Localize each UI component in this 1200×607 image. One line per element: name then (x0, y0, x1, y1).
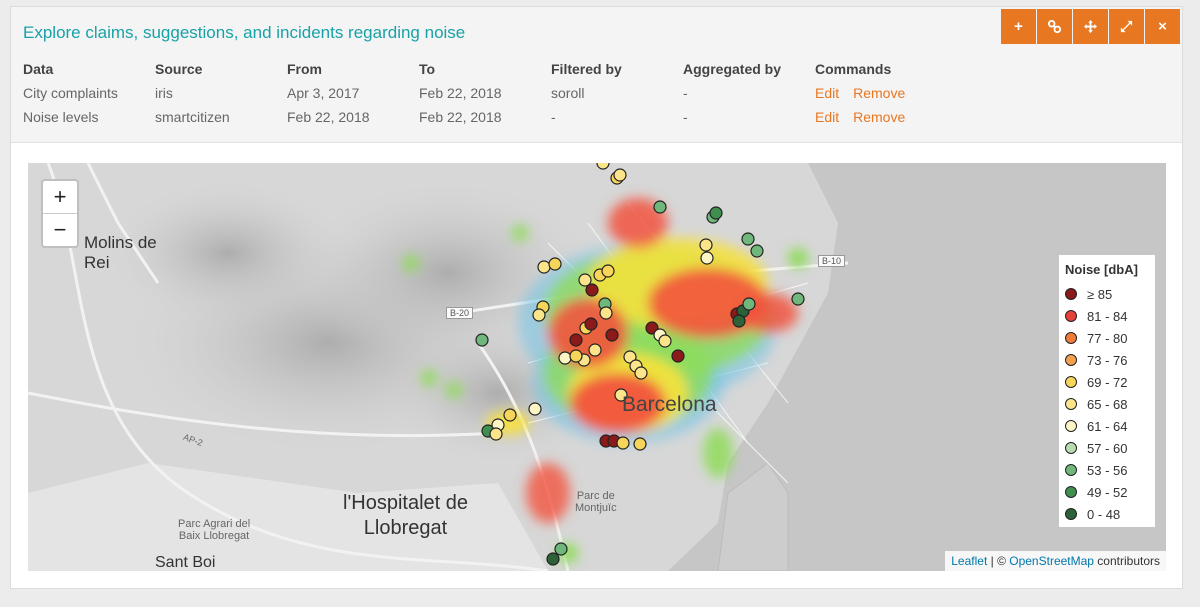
expand-icon (1120, 20, 1133, 33)
panel-toolbar: + × (1001, 9, 1180, 44)
place-label-montjuic: Parc de Montjuïc (575, 490, 617, 514)
legend-label: 53 - 56 (1087, 462, 1128, 478)
close-button[interactable]: × (1145, 9, 1180, 44)
header-aggregated-by: Aggregated by (683, 61, 782, 77)
cell-source: iris (155, 85, 173, 101)
attribution-suffix: contributors (1093, 554, 1160, 568)
move-icon (1083, 19, 1098, 34)
legend-item: 81 - 84 (1065, 305, 1149, 327)
close-icon: × (1158, 18, 1167, 35)
legend-item: 65 - 68 (1065, 393, 1149, 415)
road-shield-b20: B-20 (446, 307, 474, 319)
legend-label: ≥ 85 (1087, 286, 1113, 302)
legend-item: 73 - 76 (1065, 349, 1149, 371)
legend-swatch (1065, 508, 1077, 520)
cell-commands: Edit Remove (815, 105, 947, 129)
legend-swatch (1065, 464, 1077, 476)
legend-item: 49 - 52 (1065, 481, 1149, 503)
legend-swatch (1065, 310, 1077, 322)
add-button[interactable]: + (1001, 9, 1036, 44)
legend-swatch (1065, 354, 1077, 366)
legend-title: Noise [dbA] (1065, 262, 1138, 277)
noise-map[interactable]: + − Molins de Rei l'Hospitalet de Llobre… (28, 163, 1166, 571)
noise-panel: Explore claims, suggestions, and inciden… (10, 6, 1183, 589)
place-label-molins: Molins de Rei (84, 233, 157, 272)
header-source: Source (155, 61, 203, 77)
zoom-control: + − (41, 179, 79, 248)
osm-link[interactable]: OpenStreetMap (1009, 554, 1094, 568)
cell-data: City complaints (23, 85, 118, 101)
cell-filtered-by: soroll (551, 85, 585, 101)
map-basemap (28, 163, 1166, 571)
legend-swatch (1065, 486, 1077, 498)
zoom-in-button[interactable]: + (43, 181, 77, 214)
remove-link[interactable]: Remove (853, 85, 906, 101)
header-data: Data (23, 61, 54, 77)
cell-data: Noise levels (23, 109, 99, 125)
noise-legend: Noise [dbA] ≥ 85 81 - 84 77 - 80 73 - 76 69 … (1059, 255, 1155, 527)
cell-commands: Edit Remove (815, 81, 947, 105)
cell-filtered-by: - (551, 109, 556, 125)
legend-label: 61 - 64 (1087, 418, 1128, 434)
road-shield-b10: B-10 (818, 255, 846, 267)
cell-source: smartcitizen (155, 109, 230, 125)
header-filtered-by: Filtered by (551, 61, 622, 77)
legend-label: 81 - 84 (1087, 308, 1128, 324)
edit-link[interactable]: Edit (815, 109, 840, 125)
legend-item: 69 - 72 (1065, 371, 1149, 393)
place-label-parc-agrari: Parc Agrari del Baix Llobregat (178, 518, 251, 542)
cell-from: Feb 22, 2018 (287, 109, 370, 125)
legend-swatch (1065, 288, 1077, 300)
legend-label: 57 - 60 (1087, 440, 1128, 456)
legend-label: 77 - 80 (1087, 330, 1128, 346)
header-from: From (287, 61, 322, 77)
cell-aggregated-by: - (683, 109, 688, 125)
legend-item: 0 - 48 (1065, 503, 1149, 525)
legend-item: 77 - 80 (1065, 327, 1149, 349)
expand-button[interactable] (1109, 9, 1144, 44)
legend-item: 53 - 56 (1065, 459, 1149, 481)
legend-swatch (1065, 376, 1077, 388)
legend-item: 61 - 64 (1065, 415, 1149, 437)
legend-swatch (1065, 420, 1077, 432)
legend-swatch (1065, 442, 1077, 454)
panel-header: Explore claims, suggestions, and inciden… (11, 7, 1182, 143)
plus-icon: + (1014, 18, 1023, 35)
link-button[interactable] (1037, 9, 1072, 44)
place-label-barcelona: Barcelona (622, 393, 717, 416)
zoom-out-button[interactable]: − (53, 217, 67, 242)
port (717, 462, 789, 571)
legend-label: 0 - 48 (1087, 506, 1121, 522)
panel-title: Explore claims, suggestions, and inciden… (23, 23, 466, 42)
table-row: City complaints iris Apr 3, 2017 Feb 22,… (23, 81, 947, 105)
link-icon (1047, 19, 1062, 34)
place-label-hospitalet: l'Hospitalet de Llobregat (343, 492, 468, 539)
table-header-row: Data Source From To Filtered by Aggregat… (23, 57, 947, 81)
legend-label: 69 - 72 (1087, 374, 1128, 390)
noise-markers (475, 163, 805, 566)
table-row: Noise levels smartcitizen Feb 22, 2018 F… (23, 105, 947, 129)
legend-swatch (1065, 398, 1077, 410)
header-to: To (419, 61, 436, 77)
header-commands: Commands (815, 61, 892, 77)
remove-link[interactable]: Remove (853, 109, 906, 125)
legend-item: 57 - 60 (1065, 437, 1149, 459)
leaflet-link[interactable]: Leaflet (951, 554, 988, 568)
legend-label: 73 - 76 (1087, 352, 1128, 368)
cell-aggregated-by: - (683, 85, 688, 101)
sea (668, 163, 1166, 571)
edit-link[interactable]: Edit (815, 85, 840, 101)
attribution-separator: | © (987, 554, 1010, 568)
cell-from: Apr 3, 2017 (287, 85, 360, 101)
legend-item: ≥ 85 (1065, 283, 1149, 305)
legend-label: 65 - 68 (1087, 396, 1128, 412)
legend-label: 49 - 52 (1087, 484, 1128, 500)
cell-to: Feb 22, 2018 (419, 109, 502, 125)
legend-swatch (1065, 332, 1077, 344)
cell-to: Feb 22, 2018 (419, 85, 502, 101)
place-label-sant-boi: Sant Boi (155, 554, 216, 571)
map-attribution: Leaflet | © OpenStreetMap contributors (945, 551, 1166, 571)
move-button[interactable] (1073, 9, 1108, 44)
layers-table: Data Source From To Filtered by Aggregat… (23, 57, 947, 129)
